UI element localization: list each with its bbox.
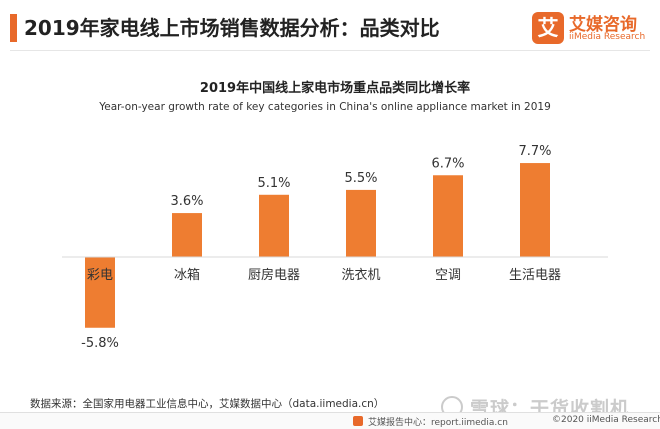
bar-5 [520,163,550,257]
footer-copyright: ©2020 iiMedia Research Inc [552,415,660,425]
value-label-5: 7.7% [518,144,551,159]
bar-1 [172,213,202,257]
iimedia-logo: 艾 艾媒咨询 iiMedia Research [532,10,654,50]
page-title: 2019年家电线上市场销售数据分析：品类对比 [24,16,440,40]
footer-bar: 艾媒报告中心：report.iimedia.cn ©2020 iiMedia R… [0,412,660,429]
bar-3 [346,189,376,257]
category-labels: 彩电 冰箱 厨房电器 洗衣机 空调 生活电器 [87,267,561,283]
chart-title: 2019年中国线上家电市场重点品类同比增长率 [200,80,470,96]
header-divider [10,50,650,51]
category-label-2: 厨房电器 [248,267,300,283]
value-label-3: 5.5% [344,171,377,186]
footer-report-center: 艾媒报告中心：report.iimedia.cn [368,418,508,428]
bar-4 [433,175,463,257]
footer-logo-icon [353,416,363,426]
data-source-note: 数据来源：全国家用电器工业信息中心，艾媒数据中心（data.iimedia.cn… [30,398,385,410]
value-label-2: 5.1% [257,176,290,191]
bar-0 [85,257,115,328]
category-label-0: 彩电 [87,268,113,283]
chart-subtitle: Year-on-year growth rate of key categori… [98,101,551,113]
category-label-5: 生活电器 [509,268,561,283]
bar-2 [259,194,289,257]
title-accent-bar [10,14,17,42]
value-label-4: 6.7% [431,156,464,171]
value-label-0: -5.8% [81,336,119,351]
category-label-3: 洗衣机 [341,267,380,283]
category-label-4: 空调 [435,268,461,283]
category-label-1: 冰箱 [174,267,200,283]
logo-name-en: iiMedia Research [569,32,646,42]
bar-group [85,163,550,328]
logo-mark: 艾 [532,12,564,44]
logo-name-cn: 艾媒咨询 [569,15,637,35]
value-label-1: 3.6% [170,194,203,209]
value-labels: -5.8% 3.6% 5.1% 5.5% 6.7% 7.7% [81,144,551,351]
